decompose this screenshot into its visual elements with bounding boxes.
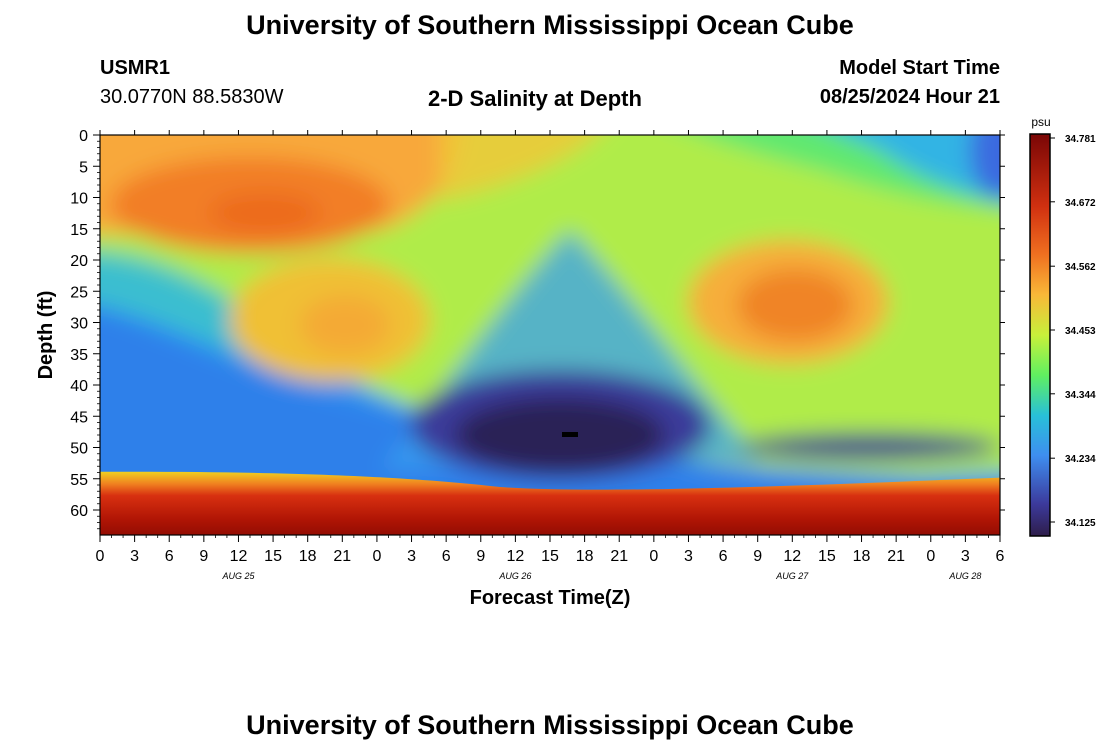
x-tick-label: 21 [610, 548, 628, 565]
x-tick-label: 9 [476, 548, 485, 565]
x-tick-label: 6 [442, 548, 451, 565]
x-tick-label: 6 [165, 548, 174, 565]
colorbar-tick-label: 34.344 [1065, 390, 1096, 401]
date-label: AUG 26 [498, 571, 531, 581]
colorbar-tick-label: 34.562 [1065, 262, 1096, 273]
y-tick-label: 15 [70, 222, 88, 239]
x-tick-label: 18 [576, 548, 594, 565]
y-tick-label: 25 [70, 284, 88, 301]
colorbar-tick-label: 34.234 [1065, 454, 1096, 465]
colorbar: psu 34.781 34.672 34.562 34.453 34.344 34.234… [1029, 115, 1096, 537]
x-tick-label: 0 [372, 548, 381, 565]
y-tick-label: 50 [70, 441, 88, 458]
x-tick-label: 12 [783, 548, 801, 565]
x-axis: 0 3 6 9 12 15 18 21 0 3 6 9 12 15 18 21 0 3 6 9 12 15 18 21 0 3 6 A… [96, 130, 1005, 581]
page-title: University of Southern Mississippi Ocean… [246, 10, 854, 40]
x-tick-label: 3 [961, 548, 970, 565]
colorbar-gradient [1029, 133, 1051, 537]
y-tick-label: 5 [79, 159, 88, 176]
colorbar-tick-label: 34.781 [1065, 134, 1096, 145]
date-label: AUG 28 [948, 571, 981, 581]
y-tick-label: 40 [70, 378, 88, 395]
x-tick-label: 18 [853, 548, 871, 565]
station-coordinates: 30.0770N 88.5830W [100, 86, 284, 108]
x-tick-label: 0 [926, 548, 935, 565]
y-axis: 0 5 10 15 20 25 30 35 40 45 50 55 60 [70, 128, 1005, 530]
y-tick-label: 20 [70, 253, 88, 270]
x-tick-label: 3 [407, 548, 416, 565]
x-tick-label: 0 [96, 548, 105, 565]
colorbar-unit: psu [1031, 115, 1050, 129]
colorbar-ticks: 34.781 34.672 34.562 34.453 34.344 34.234 34.1… [1050, 134, 1096, 529]
x-tick-label: 15 [818, 548, 836, 565]
y-tick-label: 45 [70, 409, 88, 426]
y-tick-label: 60 [70, 503, 88, 520]
heatmap-field [100, 135, 1000, 535]
model-start-label: Model Start Time [839, 57, 1000, 79]
x-tick-label: 0 [649, 548, 658, 565]
colorbar-tick-label: 34.453 [1065, 326, 1096, 337]
model-start-time: 08/25/2024 Hour 21 [819, 86, 1000, 108]
y-tick-label: 10 [70, 191, 88, 208]
x-axis-label: Forecast Time(Z) [470, 587, 631, 609]
x-tick-label: 6 [996, 548, 1005, 565]
station-id: USMR1 [100, 57, 171, 79]
x-tick-label: 3 [684, 548, 693, 565]
colorbar-tick-label: 34.125 [1065, 518, 1096, 529]
y-tick-label: 0 [79, 128, 88, 145]
x-tick-label: 18 [299, 548, 317, 565]
x-tick-label: 9 [753, 548, 762, 565]
x-tick-label: 3 [130, 548, 139, 565]
x-tick-label: 6 [719, 548, 728, 565]
y-tick-label: 35 [70, 347, 88, 364]
x-tick-label: 15 [264, 548, 282, 565]
x-tick-label: 9 [199, 548, 208, 565]
date-label: AUG 27 [775, 571, 809, 581]
plot-title: 2-D Salinity at Depth [428, 86, 642, 111]
x-tick-label: 21 [333, 548, 351, 565]
y-axis-label: Depth (ft) [35, 291, 57, 380]
date-label: AUG 25 [221, 571, 255, 581]
footer-title: University of Southern Mississippi Ocean… [246, 710, 854, 740]
x-tick-label: 12 [230, 548, 248, 565]
salinity-chart: 0 3 6 9 12 15 18 21 0 3 6 9 12 15 18 21 0 3 6 9 12 15 18 21 0 3 6 A… [35, 115, 1096, 609]
x-tick-label: 21 [887, 548, 905, 565]
x-tick-label: 12 [506, 548, 524, 565]
y-tick-label: 30 [70, 316, 88, 333]
x-tick-label: 15 [541, 548, 559, 565]
colorbar-tick-label: 34.672 [1065, 198, 1096, 209]
y-tick-label: 55 [70, 472, 88, 489]
